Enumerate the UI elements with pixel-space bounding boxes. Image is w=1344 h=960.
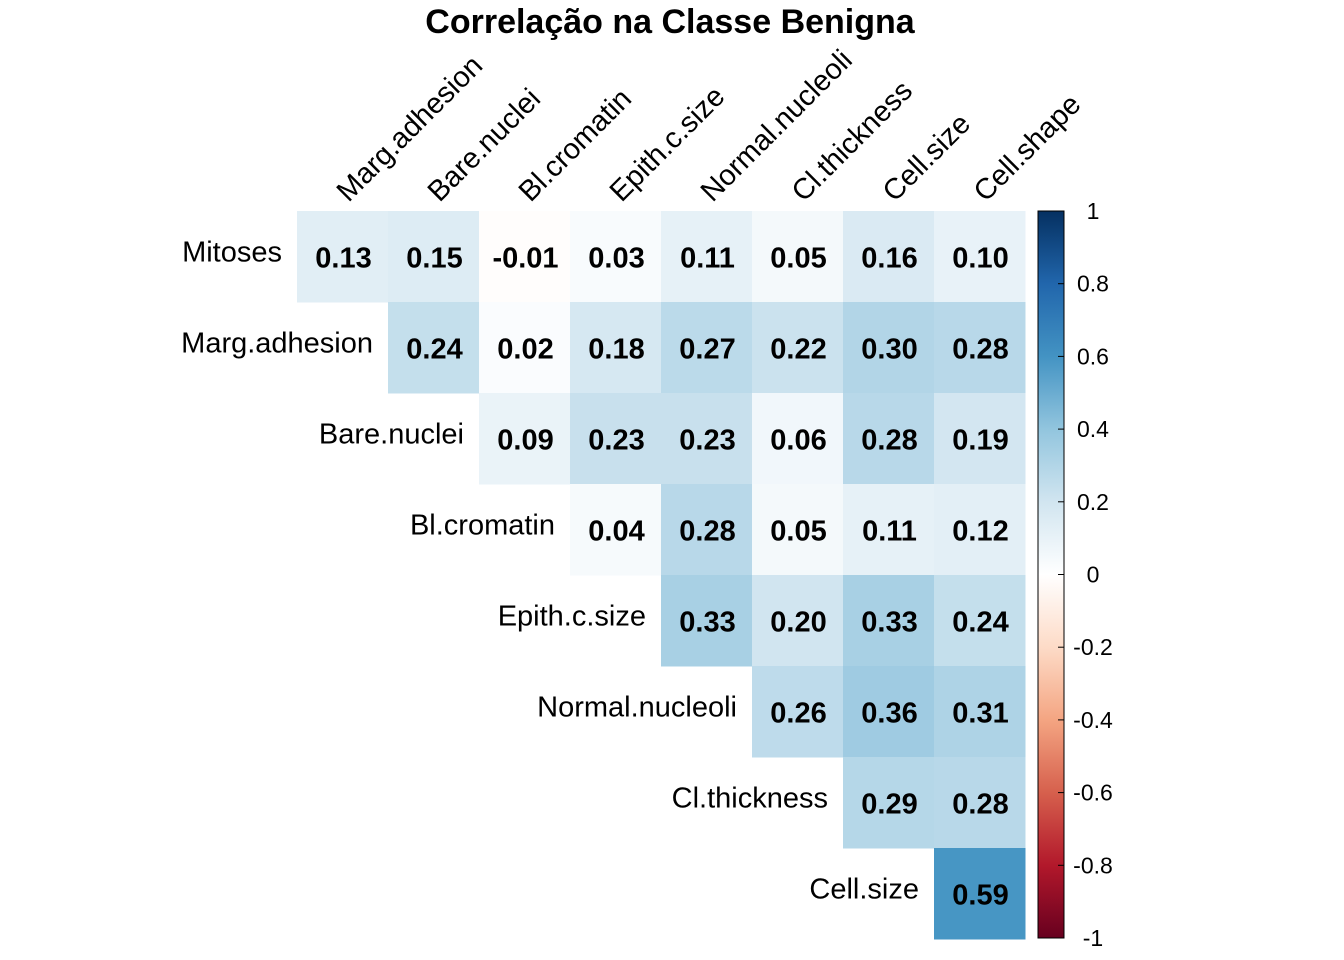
cell-value-label: 0.24 bbox=[952, 607, 1008, 639]
row-label: Cell.size bbox=[809, 874, 919, 906]
cell-value-label: 0.05 bbox=[770, 516, 826, 548]
heatmap-cell bbox=[661, 211, 753, 303]
heatmap-cell bbox=[752, 575, 844, 667]
cell-value-label: 0.30 bbox=[861, 334, 917, 366]
column-labels: Marg.adhesionBare.nucleiBl.cromatinEpith… bbox=[331, 44, 1088, 208]
cell-value-label: 0.23 bbox=[679, 425, 735, 457]
cell-value-label: 0.13 bbox=[315, 243, 371, 275]
cell-value-label: 0.03 bbox=[588, 243, 644, 275]
cell-value-label: 0.26 bbox=[770, 698, 826, 730]
cell-value-label: 0.59 bbox=[952, 880, 1008, 912]
cell-value-label: 0.28 bbox=[679, 516, 735, 548]
cell-value-label: 0.22 bbox=[770, 334, 826, 366]
heatmap-cell bbox=[661, 302, 753, 394]
cell-value-label: 0.28 bbox=[952, 334, 1008, 366]
heatmap-cell bbox=[752, 666, 844, 758]
heatmap-cell bbox=[752, 302, 844, 394]
heatmap-cell bbox=[934, 848, 1026, 940]
cell-value-label: 0.11 bbox=[862, 516, 917, 548]
cell-value-label: 0.18 bbox=[588, 334, 644, 366]
heatmap-cell bbox=[934, 666, 1026, 758]
heatmap-cell bbox=[661, 484, 753, 576]
cell-value-label: 0.28 bbox=[952, 789, 1008, 821]
colorbar-tick-label: 0.4 bbox=[1077, 416, 1109, 442]
cell-value-label: 0.04 bbox=[588, 516, 644, 548]
heatmap-cell bbox=[752, 211, 844, 303]
column-label: Normal.nucleoli bbox=[695, 44, 859, 208]
heatmap-cell bbox=[843, 484, 935, 576]
cell-value-label: 0.29 bbox=[861, 789, 917, 821]
row-label: Normal.nucleoli bbox=[537, 692, 737, 724]
cell-value-label: 0.11 bbox=[680, 243, 735, 275]
heatmap-cell bbox=[934, 302, 1026, 394]
heatmap-cell bbox=[752, 393, 844, 485]
row-label: Bare.nuclei bbox=[319, 419, 464, 451]
heatmap-cell bbox=[934, 211, 1026, 303]
colorbar-tick-label: 0.6 bbox=[1077, 343, 1109, 369]
heatmap-cell bbox=[479, 302, 571, 394]
heatmap-cell bbox=[843, 302, 935, 394]
heatmap-cell bbox=[843, 666, 935, 758]
heatmap-cell bbox=[388, 211, 480, 303]
colorbar-tick-label: -0.2 bbox=[1073, 634, 1113, 660]
row-label: Marg.adhesion bbox=[181, 328, 373, 360]
heatmap-cell bbox=[934, 757, 1026, 849]
cell-value-label: 0.16 bbox=[861, 243, 917, 275]
colorbar-tick-label: -0.8 bbox=[1073, 852, 1113, 878]
heatmap-cells: 0.13 0.15 -0.01 0.03 0.11 0.05 0.16 0.10 0.24 0.0… bbox=[297, 211, 1026, 940]
cell-value-label: 0.02 bbox=[497, 334, 553, 366]
colorbar-tick-label: -1 bbox=[1083, 925, 1103, 951]
cell-value-label: -0.01 bbox=[492, 243, 558, 275]
heatmap-cell bbox=[934, 393, 1026, 485]
colorbar-tick-label: 0.8 bbox=[1077, 271, 1109, 297]
cell-value-label: 0.28 bbox=[861, 425, 917, 457]
heatmap-cell bbox=[843, 393, 935, 485]
heatmap-cell bbox=[934, 484, 1026, 576]
cell-value-label: 0.24 bbox=[406, 334, 462, 366]
heatmap-cell bbox=[479, 393, 571, 485]
row-label: Epith.c.size bbox=[498, 601, 646, 633]
chart-title: Correlação na Classe Benigna bbox=[425, 3, 916, 41]
heatmap-cell bbox=[752, 484, 844, 576]
heatmap-cell bbox=[297, 211, 389, 303]
heatmap-cell bbox=[934, 575, 1026, 667]
cell-value-label: 0.36 bbox=[861, 698, 917, 730]
cell-value-label: 0.05 bbox=[770, 243, 826, 275]
cell-value-label: 0.33 bbox=[679, 607, 735, 639]
heatmap-cell bbox=[388, 302, 480, 394]
heatmap-cell bbox=[570, 484, 662, 576]
colorbar-tick-label: -0.6 bbox=[1073, 780, 1113, 806]
cell-value-label: 0.23 bbox=[588, 425, 644, 457]
column-label: Cell.shape bbox=[968, 88, 1088, 208]
row-label: Cl.thickness bbox=[672, 783, 828, 815]
colorbar: 1 0.8 0.6 0.4 0.2 0 -0.2 -0.4 -0.6 -0.8 -1 bbox=[1037, 198, 1113, 951]
row-labels: Mitoses Marg.adhesion Bare.nuclei Bl.cromat… bbox=[181, 237, 919, 906]
heatmap-cell bbox=[479, 211, 571, 303]
cell-value-label: 0.33 bbox=[861, 607, 917, 639]
heatmap-cell bbox=[843, 575, 935, 667]
cell-value-label: 0.09 bbox=[497, 425, 553, 457]
colorbar-tick-label: 0.2 bbox=[1077, 489, 1109, 515]
cell-value-label: 0.15 bbox=[406, 243, 462, 275]
cell-value-label: 0.19 bbox=[952, 425, 1008, 457]
heatmap-cell bbox=[661, 393, 753, 485]
colorbar-tick-label: 0 bbox=[1087, 562, 1100, 588]
colorbar-tick-label: -0.4 bbox=[1073, 707, 1113, 733]
heatmap-cell bbox=[661, 575, 753, 667]
heatmap-cell bbox=[570, 302, 662, 394]
colorbar-tick-label: 1 bbox=[1087, 198, 1100, 224]
row-label: Bl.cromatin bbox=[410, 510, 555, 542]
heatmap-cell bbox=[570, 211, 662, 303]
row-label: Mitoses bbox=[182, 237, 282, 269]
cell-value-label: 0.10 bbox=[952, 243, 1008, 275]
heatmap-cell bbox=[570, 393, 662, 485]
cell-value-label: 0.27 bbox=[679, 334, 735, 366]
cell-value-label: 0.06 bbox=[770, 425, 826, 457]
cell-value-label: 0.20 bbox=[770, 607, 826, 639]
cell-value-label: 0.31 bbox=[952, 698, 1008, 730]
heatmap-cell bbox=[843, 211, 935, 303]
heatmap-cell bbox=[843, 757, 935, 849]
cell-value-label: 0.12 bbox=[952, 516, 1008, 548]
